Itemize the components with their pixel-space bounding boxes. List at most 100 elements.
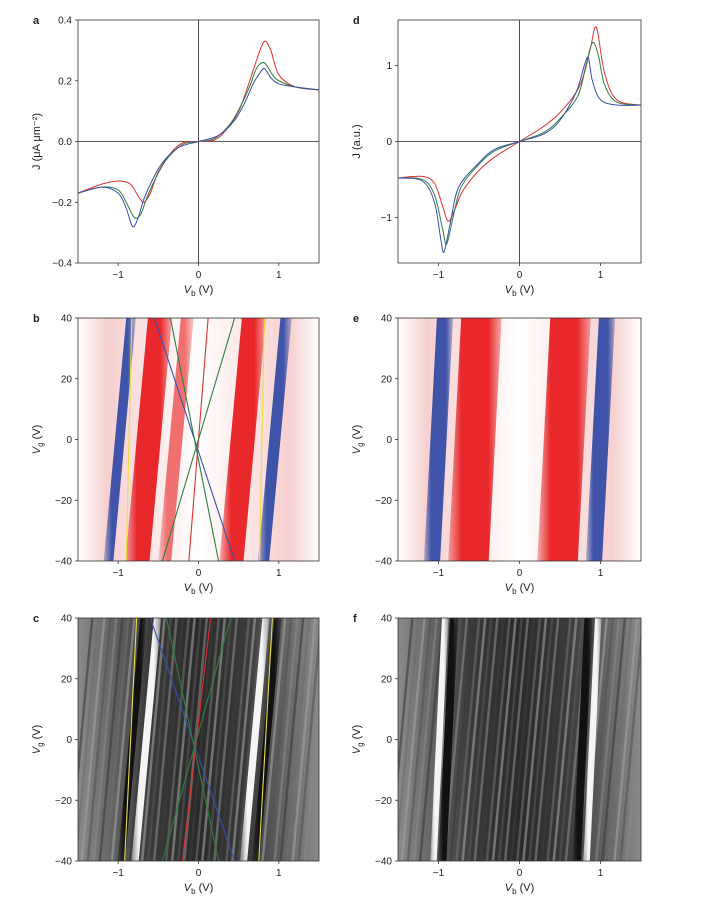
heatmap-stripe bbox=[455, 618, 481, 861]
heatmap-band bbox=[585, 318, 616, 561]
panel-a: −1 0 1 0.4 0.2 0.0 −0.2 −0.4 Vb (V) J (μA μm⁻²) a bbox=[31, 15, 320, 298]
heatmap-stripe bbox=[479, 618, 505, 861]
heatmap-stripe bbox=[110, 618, 136, 861]
panel-label: f bbox=[353, 613, 357, 625]
overlay-line bbox=[125, 318, 133, 561]
y-tick-label: 40 bbox=[61, 314, 73, 325]
x-axis-label: Vb (V) bbox=[184, 882, 214, 896]
heatmap-stripe bbox=[303, 693, 319, 861]
heatmap-stripe bbox=[467, 618, 493, 861]
heatmap-stripe bbox=[534, 618, 560, 861]
panel-c: −1 0 1 40 20 0 −20 −40 Vb (V) Vg (V) c bbox=[31, 613, 320, 896]
heatmap-field bbox=[78, 318, 319, 561]
heatmap-stripe bbox=[158, 618, 184, 861]
heatmap-band bbox=[537, 318, 591, 561]
heatmap-stripe bbox=[164, 618, 190, 861]
y-tick-label: 20 bbox=[381, 674, 393, 685]
heatmap-band bbox=[430, 618, 449, 861]
x-tick-label: 1 bbox=[276, 868, 282, 879]
heatmap-stripe bbox=[540, 618, 566, 861]
y-tick-label: 40 bbox=[61, 614, 73, 625]
y-tick-label: 0 bbox=[386, 735, 392, 746]
x-tick-label: 1 bbox=[598, 270, 604, 281]
x-tick-label: −1 bbox=[112, 568, 124, 579]
series-line-3 bbox=[78, 68, 319, 228]
heatmap-stripe bbox=[558, 618, 584, 861]
panel-label: b bbox=[33, 313, 40, 325]
y-axis-label: Vg (V) bbox=[31, 425, 45, 455]
heatmap-stripe bbox=[128, 618, 154, 861]
heatmap-stripe bbox=[201, 618, 227, 861]
y-tick-label: −1 bbox=[381, 213, 393, 224]
y-tick-label: 1 bbox=[386, 61, 392, 72]
x-axis-label: Vb (V) bbox=[184, 284, 214, 298]
overlay-line bbox=[161, 318, 236, 561]
heatmap-stripe bbox=[207, 618, 233, 861]
y-tick-label: −40 bbox=[55, 557, 72, 568]
heatmap-stripe bbox=[398, 618, 414, 786]
x-tick-label: −1 bbox=[433, 868, 445, 879]
x-tick-label: 0 bbox=[517, 270, 523, 281]
heatmap-stripe bbox=[219, 618, 245, 861]
y-tick-label: −20 bbox=[55, 496, 72, 507]
y-tick-label: −40 bbox=[375, 557, 392, 568]
x-tick-label: 0 bbox=[196, 568, 202, 579]
x-tick-label: −1 bbox=[433, 270, 445, 281]
heatmap-stripe bbox=[400, 618, 426, 861]
heatmap-band bbox=[219, 318, 266, 561]
y-tick-label: −20 bbox=[55, 796, 72, 807]
y-axis-label: J (μA μm⁻²) bbox=[31, 113, 43, 170]
overlay-line bbox=[124, 618, 138, 861]
heatmap-stripe bbox=[231, 618, 257, 861]
y-tick-label: 0.0 bbox=[58, 137, 72, 148]
y-tick-label: 0 bbox=[386, 435, 392, 446]
x-tick-label: 0 bbox=[517, 868, 523, 879]
heatmap-stripe bbox=[182, 618, 208, 861]
heatmap-stripe bbox=[78, 618, 94, 786]
x-tick-label: −1 bbox=[112, 270, 124, 281]
heatmap-stripe bbox=[619, 628, 641, 861]
heatmap-field bbox=[398, 318, 641, 561]
overlay-line bbox=[169, 318, 220, 561]
heatmap-stripe bbox=[170, 618, 196, 861]
heatmap-band bbox=[131, 618, 162, 861]
y-axis-label: Vg (V) bbox=[351, 425, 365, 455]
y-tick-label: 20 bbox=[61, 374, 73, 385]
heatmap-stripe bbox=[237, 618, 263, 861]
heatmap-stripe bbox=[449, 618, 475, 861]
y-tick-label: −20 bbox=[375, 496, 392, 507]
overlay-line bbox=[259, 318, 265, 561]
heatmap-stripe bbox=[485, 618, 511, 861]
heatmap-band bbox=[257, 318, 292, 561]
x-axis-label: Vb (V) bbox=[505, 882, 535, 896]
series-line-1 bbox=[78, 40, 319, 203]
heatmap-stripe bbox=[285, 618, 311, 861]
heatmap-band bbox=[103, 318, 136, 561]
heatmap-stripe bbox=[522, 618, 548, 861]
series-group bbox=[78, 20, 319, 263]
y-tick-label: 40 bbox=[381, 614, 393, 625]
x-tick-label: 1 bbox=[598, 868, 604, 879]
heatmap-band bbox=[423, 318, 454, 561]
heatmap-stripe bbox=[146, 618, 172, 861]
y-tick-label: −0.4 bbox=[52, 259, 72, 270]
heatmap-band bbox=[117, 618, 148, 861]
y-tick-label: 20 bbox=[381, 374, 393, 385]
panel-b: −1 0 1 40 20 0 −20 −40 Vb (V) Vg (V) b bbox=[31, 313, 320, 596]
heatmap-stripe bbox=[497, 618, 523, 861]
x-tick-label: 0 bbox=[196, 868, 202, 879]
y-axis-label: Vg (V) bbox=[351, 725, 365, 755]
y-tick-label: 40 bbox=[381, 314, 393, 325]
panel-e: −1 0 1 40 20 0 −20 −40 Vb (V) Vg (V) e bbox=[351, 313, 642, 596]
heatmap-stripe bbox=[607, 618, 633, 861]
y-tick-label: −40 bbox=[375, 857, 392, 868]
y-tick-label: −0.2 bbox=[52, 198, 72, 209]
heatmap-field bbox=[398, 618, 641, 861]
heatmap-band bbox=[158, 318, 194, 561]
heatmap-stripe bbox=[273, 618, 299, 861]
heatmap-stripe bbox=[552, 618, 578, 861]
heatmap-stripe bbox=[92, 618, 118, 861]
heatmap-stripe bbox=[546, 618, 572, 861]
y-tick-label: 0.2 bbox=[58, 76, 72, 87]
heatmap-stripe bbox=[104, 618, 130, 861]
